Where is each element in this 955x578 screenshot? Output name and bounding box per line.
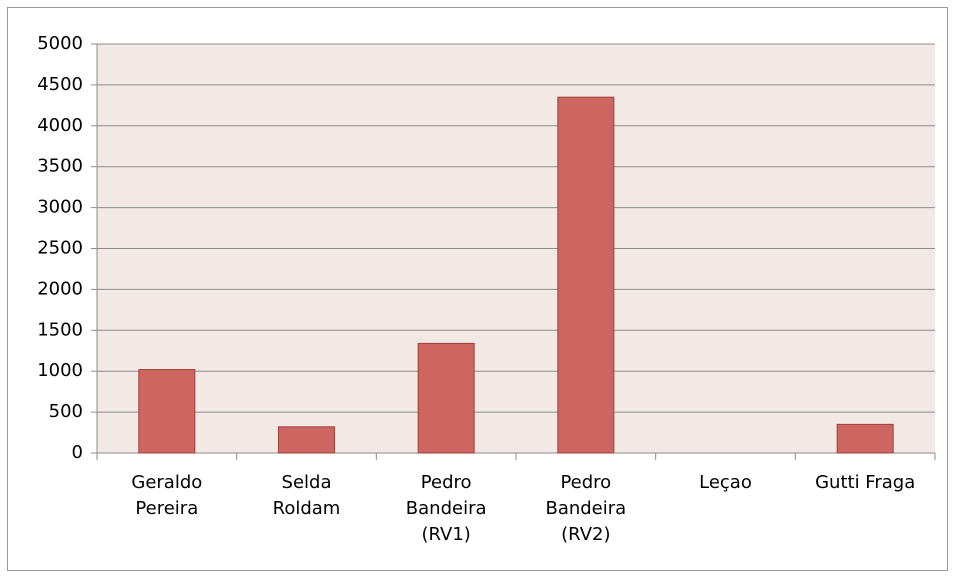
y-tick-label: 4500 bbox=[37, 74, 83, 95]
y-tick-label: 1000 bbox=[37, 360, 83, 381]
bar bbox=[557, 96, 615, 454]
y-tick-label: 5000 bbox=[37, 33, 83, 54]
x-tick-label: Selda Roldam bbox=[272, 472, 341, 519]
y-tick-label: 4000 bbox=[37, 115, 83, 136]
x-tick-label: Gutti Fraga bbox=[815, 472, 916, 493]
y-tick-label: 1500 bbox=[37, 319, 83, 340]
y-tick-label: 500 bbox=[49, 401, 83, 422]
bar bbox=[278, 426, 335, 454]
y-tick-label: 3500 bbox=[37, 156, 83, 177]
y-tick-label: 2500 bbox=[37, 238, 83, 259]
x-tick-label: Pedro Bandeira (RV2) bbox=[545, 472, 627, 545]
x-tick-label: Leçao bbox=[699, 472, 752, 493]
y-tick-label: 2000 bbox=[37, 278, 83, 299]
bar bbox=[836, 423, 894, 454]
x-tick-label: Geraldo Pereira bbox=[131, 472, 203, 519]
bar bbox=[138, 369, 196, 454]
y-tick-label: 0 bbox=[72, 442, 83, 463]
x-tick-label: Pedro Bandeira (RV1) bbox=[405, 472, 487, 545]
y-tick-label: 3000 bbox=[37, 197, 83, 218]
bar bbox=[417, 342, 475, 454]
